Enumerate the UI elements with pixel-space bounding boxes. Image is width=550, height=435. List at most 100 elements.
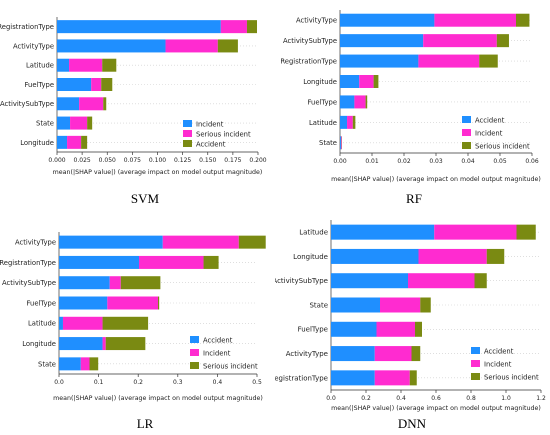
bar-segment-incident bbox=[57, 135, 68, 149]
x-tick-label: 0.3 bbox=[173, 379, 183, 386]
bar-segment-accident bbox=[59, 276, 110, 290]
x-tick-label: 0.01 bbox=[365, 158, 379, 165]
category-label: State bbox=[309, 301, 328, 309]
category-label: RegistrationType bbox=[0, 259, 56, 267]
bar-segment-accident bbox=[340, 115, 348, 129]
category-label: ActivitySubType bbox=[2, 279, 56, 287]
svm-chart: RegistrationType ActivityType Latitude Fuel… bbox=[0, 17, 267, 176]
bar-segment-accident bbox=[59, 357, 81, 371]
x-tick-label: 0.150 bbox=[199, 157, 216, 164]
category-label: Latitude bbox=[26, 62, 54, 70]
x-tick-label: 0.125 bbox=[174, 157, 191, 164]
bar-segment-accident bbox=[340, 54, 419, 68]
bar-segment-serious-incident bbox=[69, 58, 103, 72]
x-tick-label: 0.5 bbox=[252, 379, 262, 386]
bar-segment-accident bbox=[331, 321, 377, 337]
bar-segment-serious-incident bbox=[238, 235, 266, 249]
category-label: Longitude bbox=[293, 253, 328, 261]
bar-segment-serious-incident bbox=[496, 34, 509, 48]
legend-swatch bbox=[183, 120, 192, 127]
bar-segment-serious-incident bbox=[415, 321, 422, 337]
category-label: Longitude bbox=[20, 139, 54, 147]
bar-segment-incident bbox=[423, 34, 497, 48]
bar-segment-incident bbox=[354, 95, 366, 109]
legend-label: Serious incident bbox=[484, 373, 539, 381]
x-tick-label: 0.075 bbox=[124, 157, 141, 164]
bar-segment-serious-incident bbox=[120, 276, 161, 290]
bar-segment-accident bbox=[59, 255, 139, 269]
bar-segment-serious-incident bbox=[203, 255, 219, 269]
category-label: Longitude bbox=[303, 78, 337, 86]
bar-segment-accident bbox=[340, 136, 341, 150]
bar-segment-incident bbox=[347, 115, 353, 129]
bar-segment-serious-incident bbox=[411, 346, 421, 362]
category-label: ActivitySubType bbox=[0, 100, 54, 108]
bar-segment-accident bbox=[101, 78, 113, 91]
x-tick-label: 0.100 bbox=[149, 157, 166, 164]
x-tick-label: 0.175 bbox=[224, 157, 241, 164]
category-label: Latitude bbox=[309, 119, 337, 127]
rf-caption: RF bbox=[406, 191, 422, 206]
x-tick-label: 0.0 bbox=[54, 379, 64, 386]
bar-segment-incident bbox=[408, 273, 475, 289]
x-axis-label: mean(|SHAP value|) (average impact on mo… bbox=[331, 176, 541, 183]
x-tick-label: 1.0 bbox=[501, 395, 511, 402]
bar-segment-incident bbox=[162, 235, 239, 249]
bar-segment-incident bbox=[434, 224, 517, 240]
bar-segment-incident bbox=[109, 276, 121, 290]
category-label: ActivityType bbox=[13, 42, 54, 50]
dnn-panel: Latitude Longitude ActivitySubType State Fue… bbox=[270, 212, 550, 412]
x-tick-label: 0.4 bbox=[396, 395, 406, 402]
legend-label: Incident bbox=[203, 349, 231, 357]
bar-segment-accident bbox=[331, 273, 408, 289]
category-label: Latitude bbox=[299, 229, 328, 237]
x-tick-label: 0.1 bbox=[94, 379, 104, 386]
legend-swatch bbox=[190, 336, 199, 343]
rf-panel: ActivityType ActivitySubType RegistrationT… bbox=[275, 0, 550, 185]
bar-segment-incident bbox=[374, 346, 412, 362]
x-tick-label: 0.06 bbox=[525, 158, 539, 165]
rf-chart: ActivityType ActivitySubType RegistrationT… bbox=[280, 10, 541, 183]
bar-segment-accident bbox=[331, 248, 419, 264]
bar-segment-incident bbox=[374, 370, 410, 386]
legend-label: Serious incident bbox=[475, 142, 530, 150]
bar-segment-accident bbox=[81, 135, 88, 149]
category-label: ActivityType bbox=[15, 239, 56, 247]
x-tick-label: 0.00 bbox=[333, 158, 347, 165]
bar-segment-accident bbox=[102, 58, 117, 72]
bar-segment-accident bbox=[59, 235, 163, 249]
category-label: FuelType bbox=[307, 98, 337, 106]
bar-segment-serious-incident bbox=[479, 54, 498, 68]
x-tick-label: 0.04 bbox=[461, 158, 475, 165]
x-tick-label: 0.050 bbox=[99, 157, 116, 164]
x-tick-label: 1.2 bbox=[536, 395, 546, 402]
bar-segment-incident bbox=[57, 58, 70, 72]
category-label: RegistrationType bbox=[0, 23, 54, 31]
bar-segment-accident bbox=[59, 337, 103, 351]
bar-segment-incident bbox=[138, 255, 204, 269]
bar-segment-serious-incident bbox=[486, 248, 505, 264]
x-tick-label: 0.05 bbox=[493, 158, 507, 165]
category-label: ActivitySubType bbox=[275, 277, 328, 285]
x-tick-label: 0.6 bbox=[431, 395, 441, 402]
legend-swatch bbox=[190, 349, 199, 356]
bar-segment-accident bbox=[331, 370, 375, 386]
bar-segment-serious-incident bbox=[352, 115, 356, 129]
bar-segment-accident bbox=[59, 296, 108, 310]
bar-segment-serious-incident bbox=[102, 316, 149, 330]
bar-segment-serious-incident bbox=[91, 78, 102, 91]
category-label: ActivityType bbox=[286, 350, 328, 358]
bar-segment-serious-incident bbox=[67, 135, 82, 149]
x-tick-label: 0.0 bbox=[326, 395, 336, 402]
dnn-chart: Latitude Longitude ActivitySubType State Fue… bbox=[270, 220, 546, 412]
lr-chart: ActivityType RegistrationType ActivitySubT… bbox=[0, 232, 266, 402]
legend-swatch bbox=[471, 347, 480, 354]
legend-label: Accident bbox=[475, 116, 505, 124]
x-axis-label: mean(|SHAP value|) (average impact on mo… bbox=[53, 395, 263, 402]
category-label: State bbox=[38, 360, 56, 368]
bar-segment-incident bbox=[107, 296, 158, 310]
bar-segment-incident bbox=[80, 357, 90, 371]
bar-segment-accident bbox=[331, 297, 380, 313]
legend-label: Serious incident bbox=[203, 362, 258, 370]
